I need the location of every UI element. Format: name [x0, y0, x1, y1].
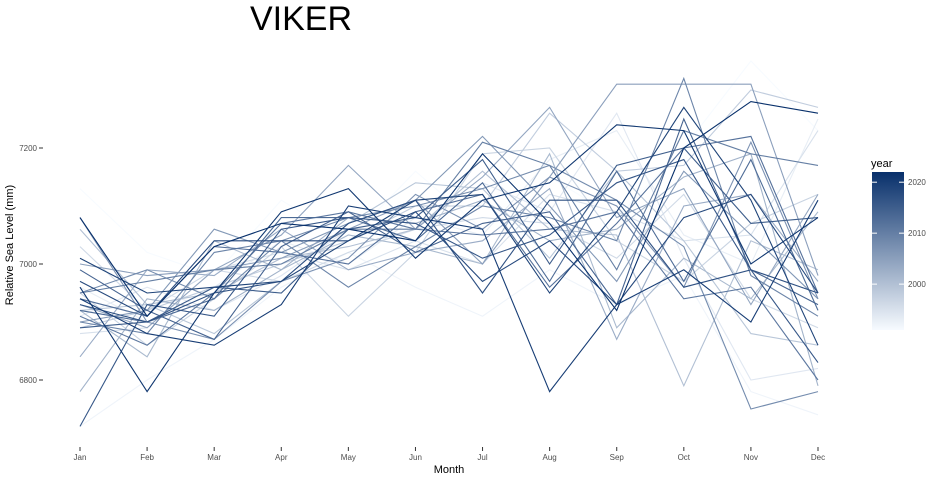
y-tick-label: 6800 — [19, 376, 37, 385]
x-axis: Jan Feb Mar Apr May Jun Jul Aug Sep Oct Nov Dec — [74, 447, 825, 462]
series-line-2009 — [79, 76, 819, 335]
x-tick-label: Feb — [140, 453, 154, 462]
series-line-2000 — [79, 170, 819, 388]
series-line-2021 — [79, 124, 819, 393]
legend-title: year — [871, 158, 893, 170]
series-line-2006 — [79, 135, 819, 323]
y-axis-label: Relative Sea Level (mm) — [4, 185, 16, 305]
year-legend: year 2000 2010 2020 — [871, 158, 926, 330]
series-line-2018 — [79, 193, 819, 317]
series-line-2013 — [79, 158, 819, 323]
series-line-2016 — [79, 158, 819, 427]
series-line-2010 — [79, 129, 819, 294]
series-line-2020 — [79, 199, 819, 393]
series-line-1992 — [79, 251, 819, 427]
x-tick-label: Nov — [744, 453, 758, 462]
x-tick-label: Aug — [543, 453, 557, 462]
y-tick-label: 7200 — [19, 144, 37, 153]
x-tick-label: Oct — [678, 453, 691, 462]
series-line-2001 — [79, 152, 819, 358]
y-tick-label: 7000 — [19, 260, 37, 269]
x-axis-label: Month — [434, 464, 465, 476]
series-line-2014 — [79, 117, 819, 341]
y-axis: 6800 7000 7200 — [19, 144, 43, 385]
x-tick-label: Apr — [275, 453, 288, 462]
series-lines — [79, 60, 819, 427]
x-tick-label: Jan — [74, 453, 87, 462]
x-tick-label: Jun — [409, 453, 422, 462]
series-line-2015 — [79, 147, 819, 329]
legend-tick-label: 2000 — [908, 280, 926, 289]
legend-tick-label: 2010 — [908, 229, 926, 238]
legend-colorbar — [872, 172, 904, 330]
legend-tick-label: 2020 — [908, 178, 926, 187]
series-line-1993 — [79, 118, 819, 323]
series-line-2011 — [79, 211, 819, 381]
x-tick-label: Jul — [477, 453, 487, 462]
x-tick-label: Mar — [207, 453, 221, 462]
chart-title: VIKER — [250, 0, 352, 38]
x-tick-label: May — [341, 453, 356, 462]
legend-ticks: 2000 2010 2020 — [872, 178, 926, 289]
x-tick-label: Dec — [811, 453, 825, 462]
series-line-2022 — [79, 101, 819, 318]
x-tick-label: Sep — [610, 453, 625, 462]
